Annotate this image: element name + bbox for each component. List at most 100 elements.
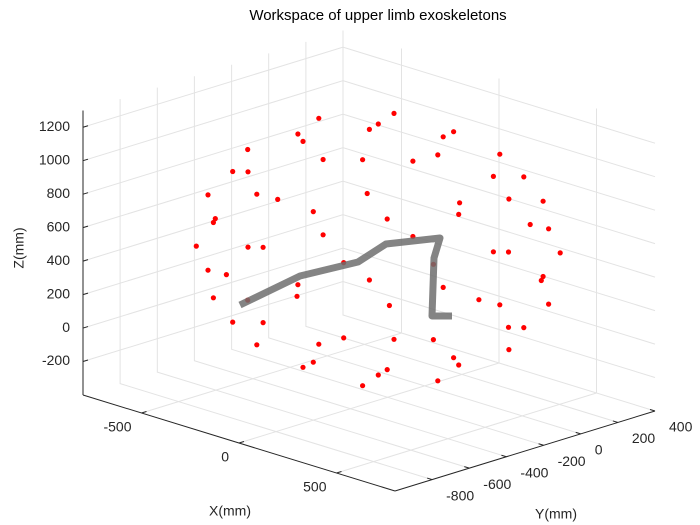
z-tick <box>82 158 89 162</box>
point <box>521 325 527 331</box>
grid <box>82 30 656 481</box>
point <box>341 335 347 341</box>
y-tick-label: -600 <box>483 476 511 492</box>
x-tick-label: 500 <box>303 479 327 495</box>
point <box>521 174 527 180</box>
point <box>538 277 544 284</box>
point <box>506 196 512 202</box>
z-axis-label: Z(mm) <box>11 227 27 268</box>
grid-line <box>82 280 656 378</box>
point <box>300 364 306 370</box>
point <box>294 293 300 299</box>
point <box>230 168 236 175</box>
point <box>366 126 372 132</box>
point <box>557 250 563 256</box>
x-tick-label: 0 <box>221 449 229 465</box>
point <box>410 158 416 164</box>
point <box>490 173 496 179</box>
point <box>366 277 372 283</box>
point <box>205 192 211 198</box>
point <box>384 367 390 373</box>
point <box>310 359 316 365</box>
x-axis-label: X(mm) <box>209 503 251 519</box>
point <box>540 198 546 204</box>
grid-line <box>336 108 597 474</box>
point <box>245 146 251 153</box>
point <box>260 320 266 326</box>
grid-line <box>82 214 656 312</box>
grid-line <box>119 99 433 481</box>
z-tick-label: 400 <box>47 252 71 268</box>
point <box>476 297 482 303</box>
point <box>527 221 533 228</box>
point <box>295 131 301 137</box>
z-tick <box>82 192 89 195</box>
point <box>260 244 266 250</box>
point <box>506 347 512 353</box>
exoskeleton <box>238 234 452 320</box>
point <box>205 267 211 273</box>
point <box>440 134 446 140</box>
point <box>230 319 236 325</box>
axes: -200 0 200 400 600 800 1000 1200 -500 0 500 -800 -60… <box>39 110 693 503</box>
z-tick <box>82 292 89 296</box>
point <box>275 196 281 202</box>
z-tick <box>82 225 89 229</box>
point <box>316 115 322 121</box>
point <box>457 200 463 206</box>
grid-line <box>82 180 656 278</box>
point <box>391 110 397 116</box>
point <box>316 341 322 347</box>
grid-line <box>82 247 656 345</box>
grid-line <box>193 76 507 458</box>
z-tick-label: 800 <box>47 185 71 201</box>
x-axis <box>82 394 396 492</box>
point <box>497 302 503 308</box>
point <box>320 232 326 238</box>
point <box>375 372 381 378</box>
point <box>300 138 306 144</box>
y-tick-label: 200 <box>632 430 656 446</box>
grid-line <box>238 78 500 444</box>
point <box>193 243 199 249</box>
point <box>310 209 316 215</box>
z-tick <box>82 259 89 262</box>
y-axis <box>394 410 656 492</box>
point <box>210 295 216 301</box>
y-tick-label: 0 <box>595 442 603 458</box>
z-tick <box>82 125 89 128</box>
z-tick-label: 600 <box>47 218 71 234</box>
point <box>254 342 260 348</box>
point <box>505 324 512 330</box>
point <box>456 211 462 217</box>
z-tick-label: 1000 <box>39 151 70 167</box>
point <box>497 151 503 157</box>
point <box>435 378 441 384</box>
point <box>384 216 390 222</box>
point <box>546 301 552 307</box>
point <box>490 249 496 255</box>
point <box>386 302 392 309</box>
point <box>210 219 216 226</box>
point <box>435 152 441 158</box>
grid-line <box>342 30 656 412</box>
point <box>540 273 546 280</box>
point <box>505 249 512 255</box>
y-tick-label: -200 <box>558 453 586 469</box>
point <box>212 216 218 222</box>
y-axis-label: Y(mm) <box>535 506 577 522</box>
grid-line <box>231 64 544 446</box>
point <box>360 157 366 163</box>
grid-line <box>156 87 470 469</box>
point <box>430 337 436 343</box>
z-tick-label: 1200 <box>39 118 70 134</box>
grid-line <box>82 147 656 245</box>
point <box>440 284 446 290</box>
point <box>451 355 457 361</box>
chart-title: Workspace of upper limb exoskeletons <box>249 7 506 24</box>
grid-line <box>305 41 619 423</box>
point <box>295 282 301 288</box>
point <box>360 383 366 389</box>
grid-line <box>268 53 581 435</box>
point <box>245 169 251 175</box>
